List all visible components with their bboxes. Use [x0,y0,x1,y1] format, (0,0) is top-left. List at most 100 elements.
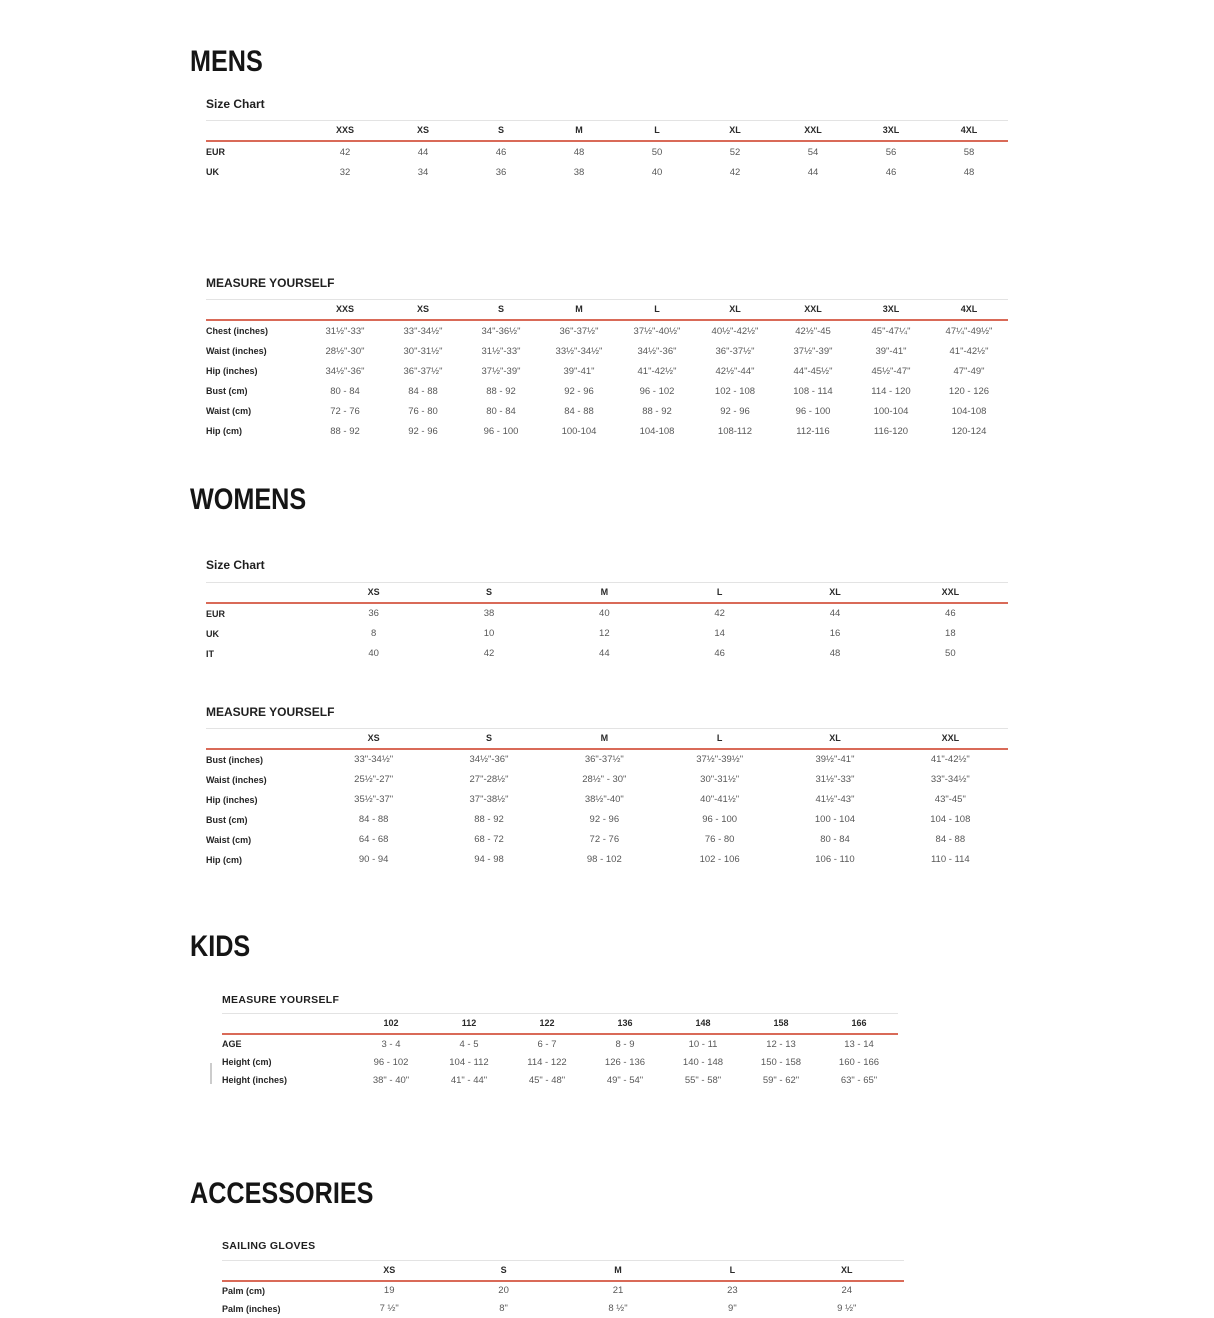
cell-value: 110 - 114 [930,854,970,866]
table-title: Size Chart [206,97,265,111]
table-row: Height (inches) 38" - 40" 41" - 44" 45" - 4… [222,1071,898,1089]
cell-value: 100 - 104 [814,814,856,826]
cell-value: 59" - 62" [762,1074,800,1086]
cell-value: 31½"-33" [325,325,365,337]
row-label: UK [206,167,219,178]
column-header: XXL [774,299,852,322]
column-header: XS [384,120,462,143]
cell-value: 108-112 [717,425,753,437]
table-measure-yourself: 102 112 122 136 148 158 166 AGE 3 - 4 4 - 5 6 - 7 8… [222,1013,898,1089]
table-row: Palm (cm) 19 20 21 23 24 [222,1281,904,1300]
cell-value: 38 [573,166,585,178]
cell-value: 114 - 122 [527,1056,567,1068]
header-row: XS S M L XL XXL [206,581,1008,604]
cell-value: 30"-31½" [403,345,443,357]
cell-value: 39"-41" [875,345,907,357]
cell-value: 47"-49" [953,365,985,377]
cell-value: 50 [945,648,956,660]
column-header: S [462,299,540,322]
cell-value: 33"-34½" [403,325,443,337]
cell-value: 112-116 [796,425,830,437]
row-label: Hip (cm) [206,426,242,437]
cell-value: 9 ½" [837,1303,857,1315]
row-label: Chest (inches) [206,326,269,337]
cell-value: 3 - 4 [381,1038,401,1050]
cell-value: 23 [727,1285,738,1297]
row-label: Bust (inches) [206,754,264,765]
cell-value: 88 - 92 [486,385,516,397]
cell-value: 48 [963,166,975,178]
table-measure-yourself: XS S M L XL XXL Bust (inches) 33"-34½" 34½"-36" 3… [206,727,1008,870]
cell-value: 36"-37½" [403,365,443,377]
cell-value: 18 [945,628,956,640]
cell-value: 12 [599,628,610,640]
column-header: 166 [820,1013,898,1036]
row-label: EUR [206,147,226,158]
row-label: Height (cm) [222,1057,272,1068]
cell-value: 41½"-43" [815,794,855,806]
cell-value: 14 [714,628,725,640]
cell-value: 120 - 126 [948,385,990,397]
column-header: L [661,727,778,750]
table-row: EUR 36 38 40 42 44 46 [206,603,1008,624]
cell-value: 25½"-27" [354,774,394,786]
cell-value: 52 [729,146,741,158]
cell-value: 64 - 68 [358,834,389,846]
cell-value: 44 [599,648,610,660]
table-row: Hip (cm) 88 - 92 92 - 96 96 - 100 100-104 104… [206,421,1008,441]
column-header: 122 [508,1013,586,1036]
column-header: 4XL [930,299,1008,322]
cell-value: 42½"-44" [715,365,755,377]
table-sailing-gloves: XS S M L XL Palm (cm) 19 20 21 23 24 Palm (inches) 7… [222,1259,904,1318]
section-heading: MENS [190,45,263,78]
cell-value: 88 - 92 [474,814,504,826]
cell-value: 120-124 [951,425,987,437]
table-row: UK 32 34 36 38 40 42 44 46 48 [206,162,1008,182]
cell-value: 42 [339,146,351,158]
cell-value: 36 [368,608,379,620]
cell-value: 34"-36½" [481,325,521,337]
header-row: XS S M L XL [222,1259,904,1282]
label-column-header [222,1259,332,1282]
cell-value: 150 - 158 [760,1056,802,1068]
cell-value: 88 - 92 [642,405,672,417]
column-header: M [540,299,618,322]
cell-value: 84 - 88 [564,405,594,417]
table-title: MEASURE YOURSELF [222,993,340,1006]
cell-value: 34½"-36" [325,365,365,377]
cell-value: 33"-34½" [354,754,394,766]
cell-value: 126 - 136 [604,1056,646,1068]
cell-value: 72 - 76 [589,834,620,846]
cell-value: 42 [714,608,725,620]
table-row: Bust (cm) 84 - 88 88 - 92 92 - 96 96 - 100 10… [206,810,1008,830]
cell-value: 40½"-42½" [711,325,759,337]
cell-value: 31½"-33" [481,345,521,357]
column-header: XXS [306,299,384,322]
table-measure-yourself: XXS XS S M L XL XXL 3XL 4XL Chest (inches) 31½"-33… [206,299,1008,441]
row-label: AGE [222,1039,242,1050]
cell-value: 21 [612,1285,624,1297]
cell-value: 108 - 114 [793,385,833,397]
cell-value: 41"-42½" [949,345,989,357]
column-header: S [446,1259,561,1282]
row-label: Hip (inches) [206,366,258,377]
cell-value: 37½"-39" [481,365,521,377]
table-title: MEASURE YOURSELF [206,276,335,291]
row-label: Bust (cm) [206,814,248,825]
cell-value: 160 - 166 [838,1056,880,1068]
text-cursor-artifact [210,1063,212,1084]
column-header: 102 [352,1013,430,1036]
table-block-measure-yourself: MEASURE YOURSELF XXS XS S M L XL XXL 3XL 4XL Chest… [0,276,1214,441]
column-header: S [431,581,547,604]
header-row: XXS XS S M L XL XXL 3XL 4XL [206,299,1008,322]
cell-value: 44 [417,146,429,158]
cell-value: 50 [651,146,663,158]
cell-value: 43"-45" [934,794,966,806]
cell-value: 80 - 84 [330,385,360,397]
row-label: Hip (inches) [206,794,258,805]
section-accessories: ACCESSORIES SAILING GLOVES XS S M L XL Palm (cm… [0,1089,1214,1318]
table-row: Waist (cm) 72 - 76 76 - 80 80 - 84 84 - 88 88… [206,401,1008,421]
cell-value: 33"-34½" [930,774,970,786]
cell-value: 37"-38½" [469,794,509,806]
